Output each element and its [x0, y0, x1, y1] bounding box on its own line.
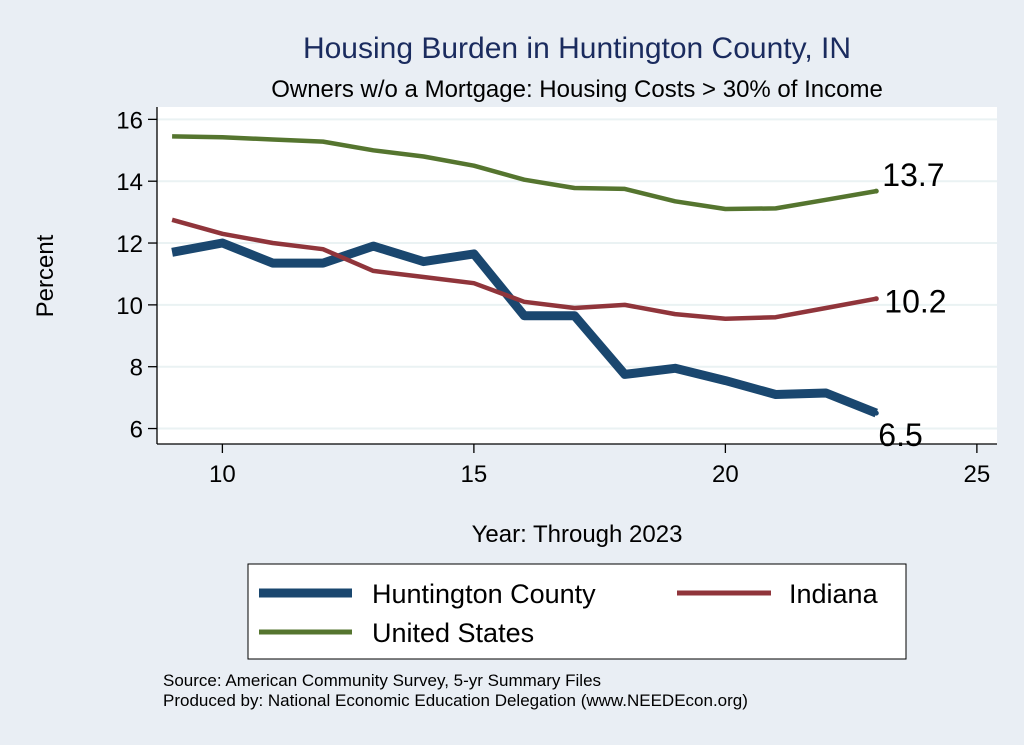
producer-note: Produced by: National Economic Education…: [163, 691, 748, 710]
plot-area: [157, 107, 997, 444]
legend: Huntington County Indiana United States: [247, 563, 907, 660]
gridlines: [157, 118, 997, 430]
x-axis-label: Year: Through 2023: [472, 521, 683, 548]
legend-label-huntington-county: Huntington County: [372, 579, 596, 609]
chart-title: Housing Burden in Huntington County, IN: [303, 32, 851, 65]
legend-label-united-states: United States: [372, 618, 534, 648]
y-tick-label-10: 10: [116, 293, 143, 320]
y-axis-label: Percent: [32, 234, 59, 317]
y-tick-label-8: 8: [130, 355, 143, 382]
series-line-united-states: [172, 134, 877, 212]
x-tick-label-25: 25: [964, 461, 991, 488]
y-tick-label-14: 14: [116, 169, 143, 196]
series-lines: [171, 134, 879, 418]
legend-label-indiana: Indiana: [789, 579, 879, 609]
end-label-united-states: 13.7: [882, 157, 944, 193]
end-point-indiana: [873, 296, 879, 302]
x-tick-label-20: 20: [712, 461, 739, 488]
series-line-indiana: [171, 217, 877, 322]
y-tick-label-16: 16: [116, 107, 143, 134]
end-point-united-states: [873, 188, 879, 194]
x-tick-label-10: 10: [209, 461, 236, 488]
y-tick-label-12: 12: [116, 231, 143, 258]
end-label-huntington-county: 6.5: [878, 417, 922, 453]
end-labels: 6.5 10.2 13.7: [878, 157, 946, 453]
chart-subtitle: Owners w/o a Mortgage: Housing Costs > 3…: [271, 76, 883, 103]
end-label-indiana: 10.2: [884, 284, 946, 320]
y-tick-label-6: 6: [130, 417, 143, 444]
legend-box: [247, 563, 907, 660]
series-line-huntington-county: [171, 238, 878, 418]
axes: 6 8 10 12 14 16 10 15 20 25: [116, 107, 997, 488]
end-point-huntington-county: [873, 410, 879, 416]
source-note: Source: American Community Survey, 5-yr …: [163, 671, 602, 690]
x-tick-label-15: 15: [461, 461, 488, 488]
